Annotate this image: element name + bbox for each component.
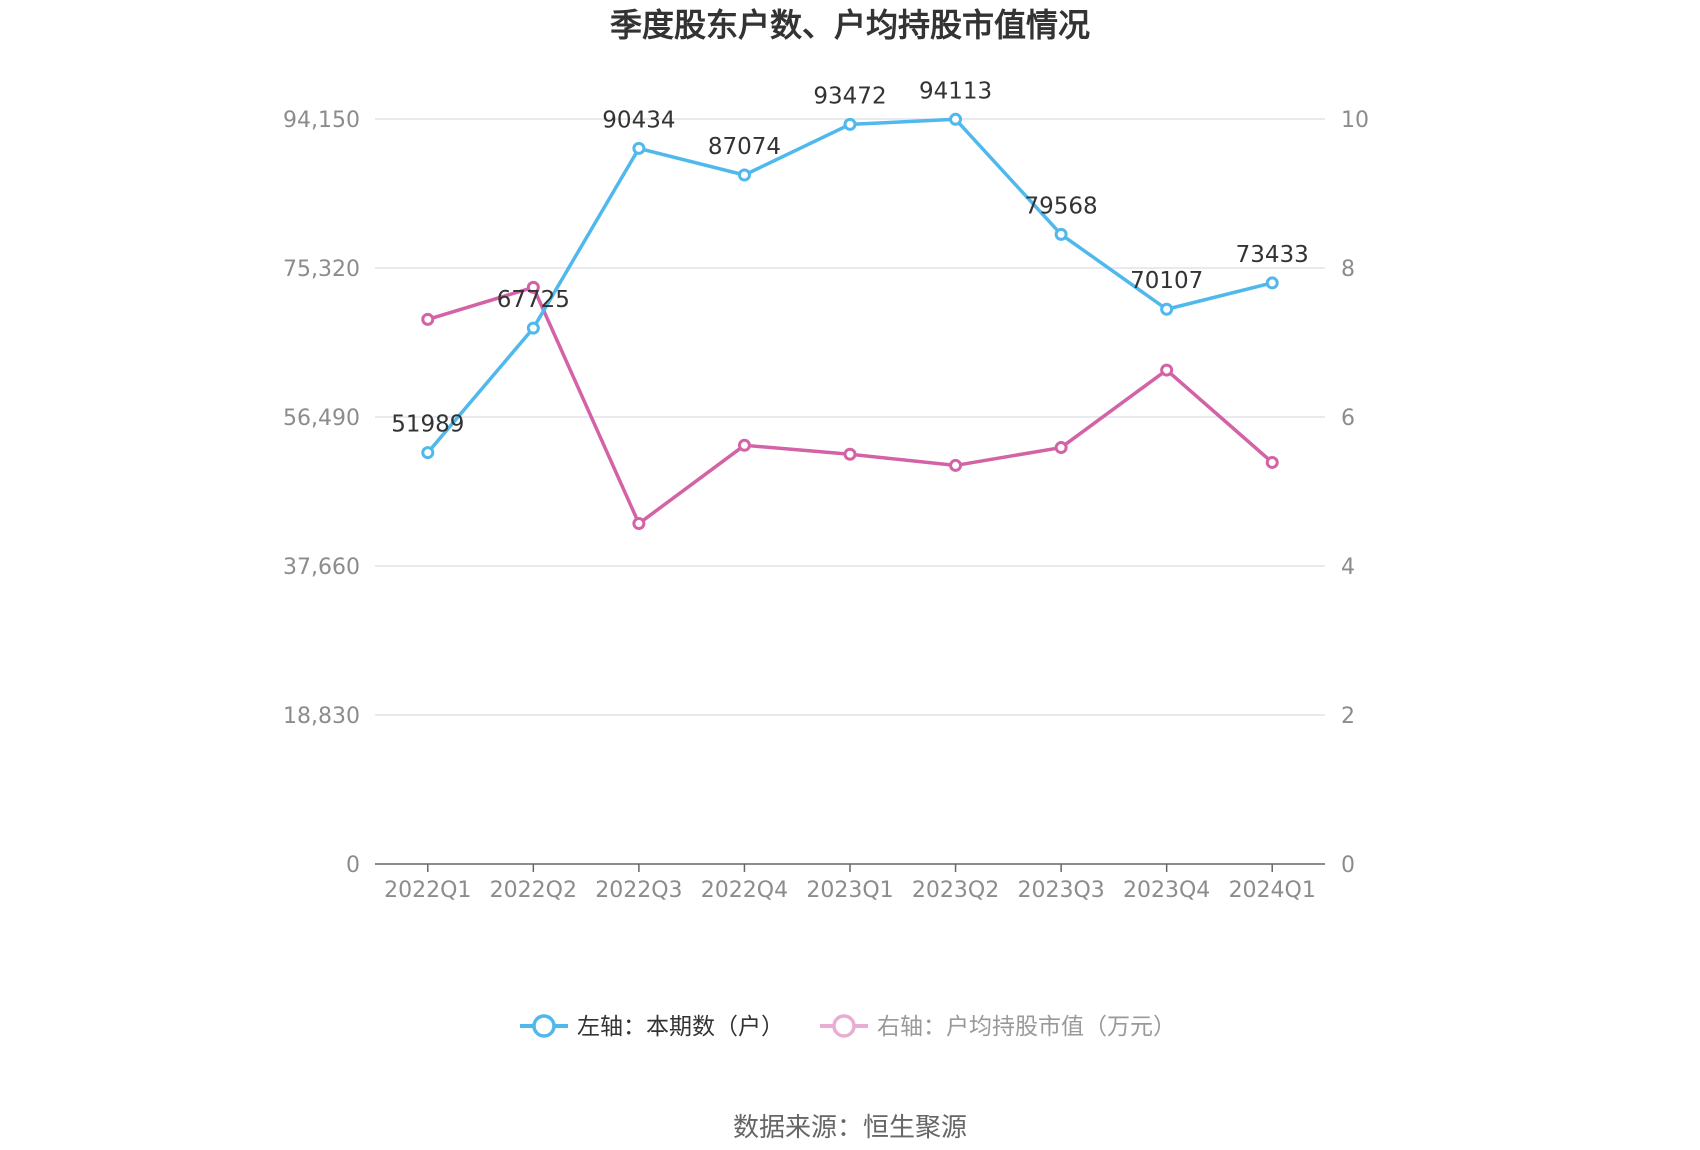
legend[interactable]: 左轴：本期数（户） 右轴：户均持股市值（万元）: [520, 1014, 1176, 1040]
x-tick-label: 2022Q2: [490, 878, 577, 903]
data-point-1: [526, 280, 540, 294]
data-point-0: [526, 321, 540, 335]
x-tick-label: 2023Q4: [1123, 878, 1210, 903]
data-point-0: [737, 168, 751, 182]
right-tick-label: 6: [1341, 406, 1355, 431]
data-point-1: [1160, 363, 1174, 377]
data-label: 67725: [497, 287, 570, 313]
data-label: 70107: [1130, 268, 1203, 294]
left-tick-label: 94,150: [283, 108, 360, 133]
data-point-0: [949, 112, 963, 126]
data-point-0: [843, 117, 857, 131]
gridlines: [375, 118, 1325, 716]
right-tick-label: 0: [1341, 853, 1355, 878]
data-point-1: [632, 517, 646, 531]
series-line-1: [427, 285, 1274, 526]
data-point-0: [1054, 227, 1068, 241]
left-axis: 0 18,830 37,660 56,490 75,320 94,150: [283, 108, 360, 878]
data-point-1: [949, 458, 963, 472]
data-point-1: [421, 312, 435, 326]
x-tick-label: 2023Q3: [1017, 878, 1104, 903]
right-tick-label: 4: [1341, 555, 1355, 580]
data-label: 51989: [391, 412, 464, 438]
data-point-0: [1160, 302, 1174, 316]
data-point-1: [1265, 455, 1279, 469]
legend-swatch-marker: [532, 1014, 556, 1038]
data-label: 87074: [708, 134, 781, 160]
x-tick-label: 2023Q2: [912, 878, 999, 903]
data-point-1: [737, 438, 751, 452]
left-tick-label: 0: [346, 853, 360, 878]
data-point-0: [1265, 276, 1279, 290]
left-tick-label: 37,660: [283, 555, 360, 580]
data-label: 73433: [1236, 242, 1309, 268]
left-tick-label: 56,490: [283, 406, 360, 431]
x-tick-label: 2022Q4: [701, 878, 788, 903]
data-point-0: [421, 446, 435, 460]
x-tick-label: 2024Q1: [1229, 878, 1316, 903]
left-tick-label: 18,830: [283, 704, 360, 729]
x-tick-label: 2022Q3: [595, 878, 682, 903]
data-point-1: [1054, 441, 1068, 455]
right-tick-label: 2: [1341, 704, 1355, 729]
data-point-0: [632, 141, 646, 155]
right-axis: 0 2 4 6 8 10: [1341, 108, 1369, 878]
legend-swatch-marker: [832, 1014, 856, 1038]
series-layer: [421, 112, 1279, 531]
x-tick-label: 2023Q1: [806, 878, 893, 903]
x-axis: 2022Q1 2022Q2 2022Q3 2022Q4 2023Q1 2023Q2 2023…: [375, 863, 1325, 903]
data-point-1: [843, 447, 857, 461]
x-tick-label: 2022Q1: [384, 878, 471, 903]
data-label: 94113: [919, 78, 992, 104]
data-label: 90434: [602, 107, 675, 133]
legend-label: 右轴：户均持股市值（万元）: [877, 1014, 1176, 1040]
right-tick-label: 8: [1341, 257, 1355, 282]
chart-title: 季度股东户数、户均持股市值情况: [610, 6, 1090, 44]
left-tick-label: 75,320: [283, 257, 360, 282]
source-note: 数据来源：恒生聚源: [733, 1113, 967, 1143]
data-label: 79568: [1025, 193, 1098, 219]
right-tick-label: 10: [1341, 108, 1369, 133]
data-label: 93472: [813, 83, 886, 109]
legend-label: 左轴：本期数（户）: [577, 1014, 784, 1040]
data-labels: 51989 67725 90434 87074 93472 94113 79568 70107…: [391, 78, 1309, 437]
